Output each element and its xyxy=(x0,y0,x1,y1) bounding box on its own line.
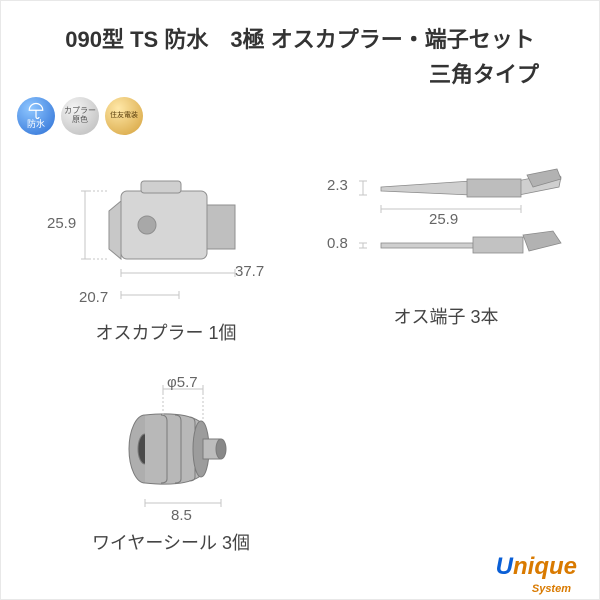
wireseal-diagram: φ5.7 8.5 ワイヤーシール 3個 xyxy=(71,371,271,555)
brand-rest: nique xyxy=(513,553,577,580)
terminal-diagram: 2.3 25.9 0.8 オス端子 3本 xyxy=(321,151,571,329)
brand-sub: System xyxy=(532,583,571,595)
coupler-width-top-dim: 37.7 xyxy=(235,263,264,280)
terminal-label: オス端子 3本 xyxy=(321,303,571,329)
wireseal-diameter-dim: φ5.7 xyxy=(167,374,198,391)
umbrella-icon xyxy=(27,102,45,120)
wireseal-svg xyxy=(71,371,271,521)
brand-logo: Unique xyxy=(496,553,577,581)
badge-label: カプラー 原色 xyxy=(64,107,96,125)
terminal-length-dim: 25.9 xyxy=(429,211,458,228)
coupler-svg xyxy=(51,151,281,311)
terminal-thickness-dim: 0.8 xyxy=(327,235,348,252)
sumitomo-badge: 住友電装 xyxy=(105,97,143,135)
coupler-width-bottom-dim: 20.7 xyxy=(79,289,108,306)
terminal-height-dim: 2.3 xyxy=(327,177,348,194)
wireseal-length-dim: 8.5 xyxy=(171,507,192,524)
coupler-color-badge: カプラー 原色 xyxy=(61,97,99,135)
brand-lead: U xyxy=(496,553,513,580)
badge-label: 防水 xyxy=(27,120,45,130)
coupler-label: オスカプラー 1個 xyxy=(51,319,281,345)
page-title: 090型 TS 防水 3極 オスカプラー・端子セット xyxy=(31,25,569,56)
badge-label: 住友電装 xyxy=(110,112,138,120)
waterproof-badge: 防水 xyxy=(17,97,55,135)
page-subtitle: 三角タイプ xyxy=(429,57,539,89)
coupler-diagram: 25.9 37.7 20.7 オスカプラー 1個 xyxy=(51,151,281,345)
badge-row: 防水 カプラー 原色 住友電装 xyxy=(17,97,143,135)
coupler-height-dim: 25.9 xyxy=(47,215,76,232)
wireseal-label: ワイヤーシール 3個 xyxy=(71,529,271,555)
